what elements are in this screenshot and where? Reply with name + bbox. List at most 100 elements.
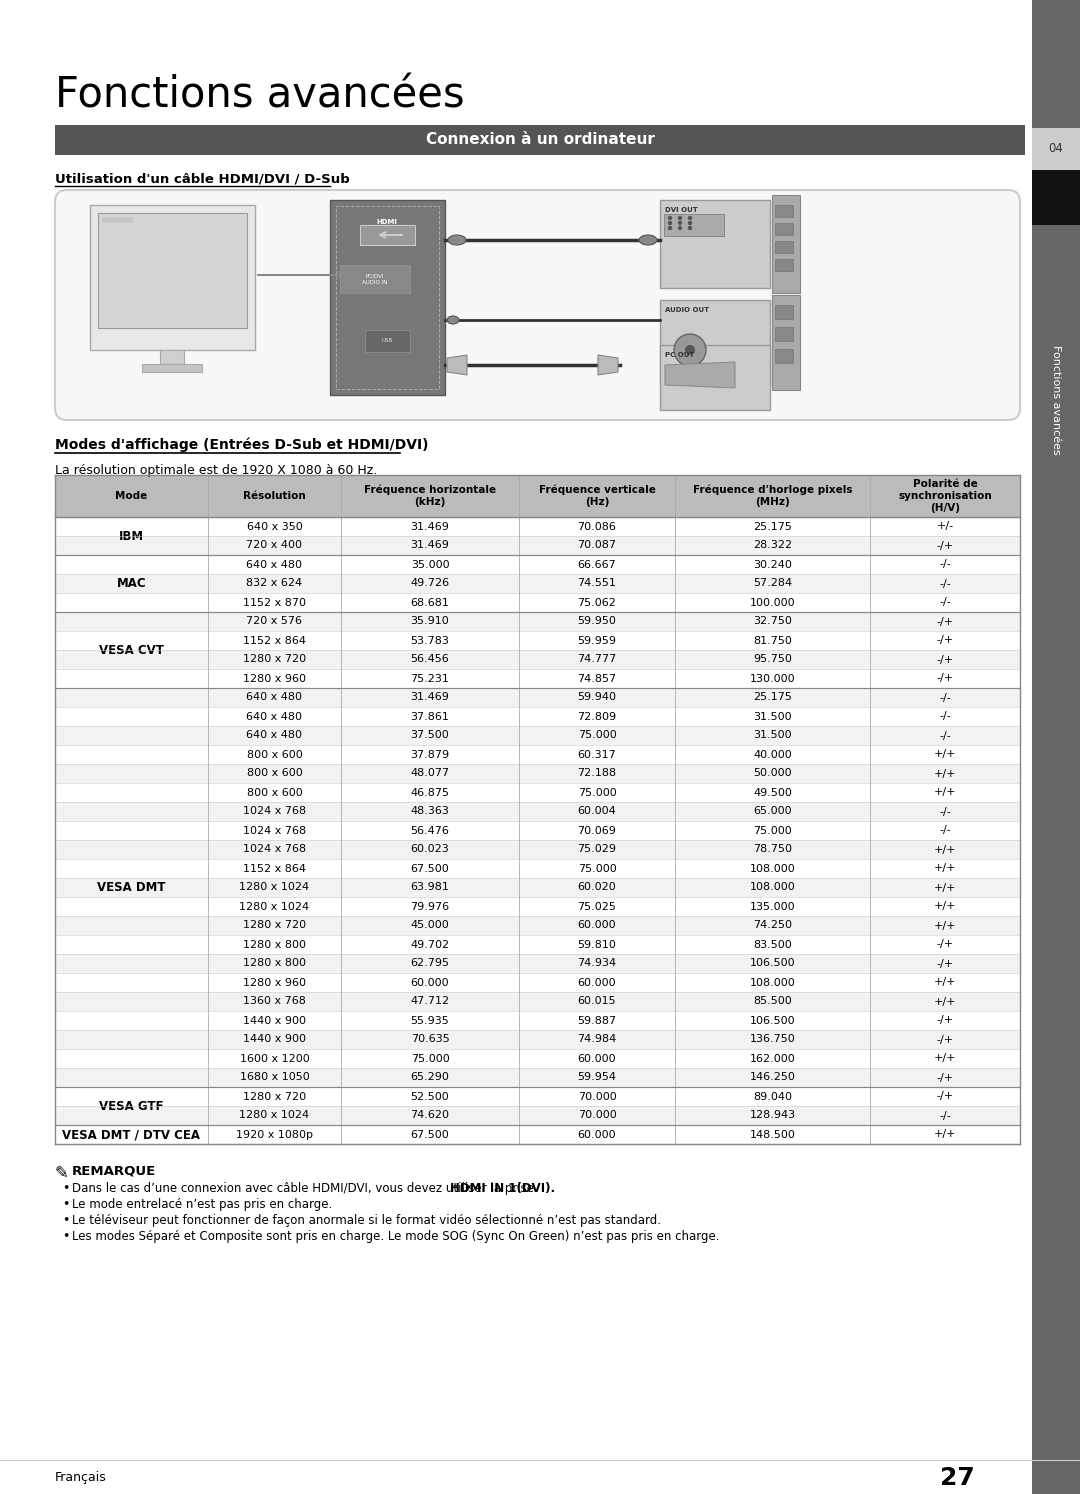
Text: 31.500: 31.500 xyxy=(753,731,792,741)
Text: 1440 x 900: 1440 x 900 xyxy=(243,1034,306,1044)
Text: -/-: -/- xyxy=(940,711,950,722)
Text: 1280 x 1024: 1280 x 1024 xyxy=(240,1110,310,1120)
Text: 1280 x 960: 1280 x 960 xyxy=(243,977,306,988)
Circle shape xyxy=(689,221,691,224)
Text: 75.231: 75.231 xyxy=(410,674,449,683)
Text: IBM: IBM xyxy=(119,529,144,542)
Text: -/-: -/- xyxy=(940,559,950,569)
Circle shape xyxy=(678,217,681,220)
Text: •: • xyxy=(62,1215,69,1227)
Text: 148.500: 148.500 xyxy=(750,1129,796,1140)
Bar xyxy=(55,955,1020,973)
Text: +/+: +/+ xyxy=(934,768,956,778)
Text: +/+: +/+ xyxy=(934,996,956,1007)
Text: 1152 x 870: 1152 x 870 xyxy=(243,598,306,608)
Bar xyxy=(55,1068,1020,1088)
Bar xyxy=(55,1106,1020,1125)
Circle shape xyxy=(669,221,672,224)
Text: 32.750: 32.750 xyxy=(753,617,792,626)
Ellipse shape xyxy=(447,317,459,324)
Text: 70.000: 70.000 xyxy=(578,1092,617,1101)
Text: 640 x 480: 640 x 480 xyxy=(246,693,302,702)
Bar xyxy=(55,689,1020,707)
Bar xyxy=(55,1125,1020,1144)
Circle shape xyxy=(689,217,691,220)
Text: MAC: MAC xyxy=(117,577,146,590)
Text: 1280 x 960: 1280 x 960 xyxy=(243,674,306,683)
Text: 60.000: 60.000 xyxy=(578,1053,617,1064)
Bar xyxy=(775,305,793,320)
Text: 37.879: 37.879 xyxy=(410,750,449,759)
Text: 81.750: 81.750 xyxy=(753,635,792,645)
Circle shape xyxy=(674,335,706,366)
Text: 85.500: 85.500 xyxy=(753,996,792,1007)
Text: 75.025: 75.025 xyxy=(578,901,617,911)
Text: 1280 x 720: 1280 x 720 xyxy=(243,1092,306,1101)
Text: Le téléviseur peut fonctionner de façon anormale si le format vidéo sélectionné : Le téléviseur peut fonctionner de façon … xyxy=(72,1215,661,1227)
Bar xyxy=(55,878,1020,896)
Text: +/+: +/+ xyxy=(934,787,956,798)
Text: REMARQUE: REMARQUE xyxy=(72,1164,157,1177)
Text: 31.469: 31.469 xyxy=(410,521,449,532)
Bar xyxy=(330,200,445,394)
Text: Connexion à un ordinateur: Connexion à un ordinateur xyxy=(426,133,654,148)
Text: Fréquence verticale
(Hz): Fréquence verticale (Hz) xyxy=(539,486,656,506)
Text: 720 x 576: 720 x 576 xyxy=(246,617,302,626)
Text: Fonctions avancées: Fonctions avancées xyxy=(1051,345,1061,454)
Circle shape xyxy=(685,345,696,356)
Bar xyxy=(141,365,202,372)
Text: 1360 x 768: 1360 x 768 xyxy=(243,996,306,1007)
Text: •: • xyxy=(62,1230,69,1243)
Text: -/+: -/+ xyxy=(936,635,954,645)
Text: 57.284: 57.284 xyxy=(753,578,792,589)
Text: 75.000: 75.000 xyxy=(410,1053,449,1064)
Text: 04: 04 xyxy=(1049,142,1064,155)
Text: 70.087: 70.087 xyxy=(578,541,617,550)
Text: 60.000: 60.000 xyxy=(578,920,617,931)
Text: 55.935: 55.935 xyxy=(410,1016,449,1025)
Text: 108.000: 108.000 xyxy=(750,977,795,988)
Bar xyxy=(772,294,800,390)
Bar xyxy=(55,802,1020,822)
Bar xyxy=(55,1029,1020,1049)
Text: -/+: -/+ xyxy=(936,1092,954,1101)
Text: 130.000: 130.000 xyxy=(750,674,795,683)
Bar xyxy=(55,935,1020,955)
Text: 146.250: 146.250 xyxy=(750,1073,796,1083)
Text: 1024 x 768: 1024 x 768 xyxy=(243,844,306,855)
Text: PC/DVI
AUDIO IN: PC/DVI AUDIO IN xyxy=(362,273,388,284)
Text: 50.000: 50.000 xyxy=(753,768,792,778)
Ellipse shape xyxy=(639,235,657,245)
Bar xyxy=(772,196,800,293)
Text: 66.667: 66.667 xyxy=(578,559,617,569)
Bar xyxy=(55,475,1020,517)
Text: 59.950: 59.950 xyxy=(578,617,617,626)
Text: Les modes Séparé et Composite sont pris en charge. Le mode SOG (Sync On Green) n: Les modes Séparé et Composite sont pris … xyxy=(72,1230,719,1243)
Text: 800 x 600: 800 x 600 xyxy=(246,768,302,778)
Text: 59.940: 59.940 xyxy=(578,693,617,702)
Bar xyxy=(775,327,793,341)
Text: 46.875: 46.875 xyxy=(410,787,449,798)
Text: 60.000: 60.000 xyxy=(578,977,617,988)
Bar xyxy=(55,613,1020,630)
Text: 95.750: 95.750 xyxy=(753,654,792,665)
Text: 30.240: 30.240 xyxy=(753,559,792,569)
Text: 74.984: 74.984 xyxy=(578,1034,617,1044)
Text: 1680 x 1050: 1680 x 1050 xyxy=(240,1073,309,1083)
Text: 70.069: 70.069 xyxy=(578,826,617,835)
Text: 25.175: 25.175 xyxy=(753,521,792,532)
Text: 60.000: 60.000 xyxy=(578,1129,617,1140)
Bar xyxy=(775,205,793,217)
Text: 89.040: 89.040 xyxy=(753,1092,792,1101)
Text: 1280 x 800: 1280 x 800 xyxy=(243,940,306,950)
Text: Fonctions avancées: Fonctions avancées xyxy=(55,75,464,117)
Bar xyxy=(55,574,1020,593)
Text: •: • xyxy=(62,1182,69,1195)
Text: 28.322: 28.322 xyxy=(753,541,792,550)
Bar xyxy=(660,345,770,409)
Text: -/+: -/+ xyxy=(936,1073,954,1083)
Text: +/+: +/+ xyxy=(934,883,956,892)
Text: 37.861: 37.861 xyxy=(410,711,449,722)
Text: 136.750: 136.750 xyxy=(750,1034,795,1044)
Text: 67.500: 67.500 xyxy=(410,864,449,874)
